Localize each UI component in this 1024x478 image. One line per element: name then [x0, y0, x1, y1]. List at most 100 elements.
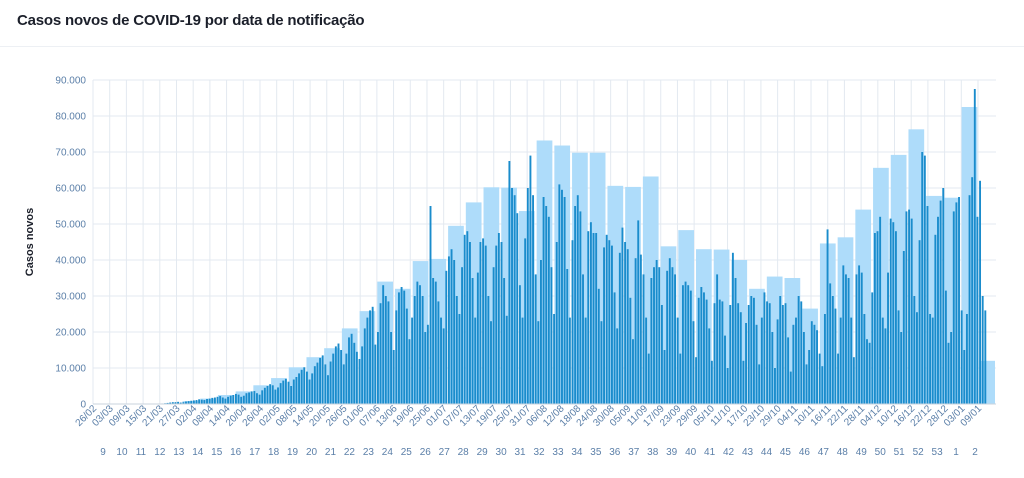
daily-bar: [800, 301, 803, 404]
daily-bar: [353, 342, 356, 404]
daily-bar: [271, 385, 274, 404]
daily-bar: [858, 265, 861, 404]
daily-bar: [963, 350, 966, 404]
daily-bar: [658, 267, 661, 404]
daily-bar: [537, 321, 540, 404]
daily-bar: [958, 197, 960, 404]
daily-bar: [555, 242, 558, 404]
daily-bar: [342, 364, 345, 404]
daily-bar: [495, 245, 498, 404]
daily-bar: [910, 218, 913, 404]
daily-bar: [429, 206, 432, 404]
daily-bar: [621, 227, 624, 404]
daily-bar: [177, 401, 180, 404]
daily-bar: [269, 384, 272, 404]
daily-bar: [545, 206, 548, 404]
daily-bar: [589, 222, 592, 404]
daily-bar: [387, 301, 390, 404]
daily-bar: [887, 272, 889, 404]
daily-bar: [261, 390, 264, 404]
x-week-label: 17: [249, 447, 261, 458]
daily-bar: [553, 314, 556, 404]
x-week-label: 27: [439, 447, 451, 458]
daily-bar: [234, 393, 237, 404]
daily-bar: [950, 332, 953, 404]
daily-bar: [839, 317, 842, 404]
daily-bar: [324, 364, 327, 404]
daily-bar: [613, 292, 616, 404]
daily-bar: [558, 184, 561, 404]
daily-bar: [745, 323, 747, 404]
daily-bar: [400, 287, 403, 404]
daily-bar: [679, 353, 682, 404]
chart-title: Casos novos de COVID-19 por data de noti…: [17, 12, 365, 29]
daily-bar: [203, 400, 206, 404]
daily-bar: [298, 373, 300, 404]
y-tick-labels: 0 10.000 20.000 30.000 40.000 50.000 60.000 70.…: [55, 76, 86, 411]
daily-bar: [937, 216, 939, 404]
daily-bar: [981, 296, 984, 404]
x-week-label: 42: [723, 447, 735, 458]
daily-bar: [724, 335, 726, 404]
daily-bar: [332, 353, 335, 404]
daily-bar: [600, 321, 603, 404]
daily-bar: [760, 317, 763, 404]
x-week-label: 1: [953, 447, 959, 458]
daily-bar: [466, 231, 469, 404]
daily-bar: [876, 231, 879, 404]
daily-bar: [866, 339, 868, 404]
x-week-label: 52: [913, 447, 925, 458]
daily-bar: [758, 364, 761, 404]
daily-bar: [666, 270, 669, 404]
daily-bar: [305, 371, 308, 404]
daily-bar: [277, 387, 279, 404]
daily-bar: [484, 245, 487, 404]
daily-bar: [392, 350, 395, 404]
daily-bar: [274, 389, 277, 404]
daily-bar: [345, 353, 348, 404]
y-tick-label: 50.000: [55, 220, 86, 231]
daily-bar: [566, 269, 569, 404]
daily-bar: [511, 188, 513, 404]
x-week-label: 13: [173, 447, 185, 458]
daily-bar: [889, 218, 892, 404]
x-week-label: 28: [458, 447, 470, 458]
daily-bar: [492, 267, 495, 404]
daily-bar: [634, 258, 637, 404]
daily-bar: [321, 355, 324, 404]
y-tick-label: 20.000: [55, 328, 86, 339]
daily-bar: [979, 180, 982, 404]
daily-bar: [384, 296, 387, 404]
y-tick-label: 0: [80, 400, 86, 411]
y-tick-label: 10.000: [55, 364, 86, 375]
daily-bar: [174, 402, 177, 404]
daily-bar: [587, 231, 590, 404]
daily-bar: [300, 369, 303, 404]
daily-bar: [442, 328, 445, 404]
x-week-label: 15: [211, 447, 223, 458]
daily-bar: [358, 359, 361, 404]
daily-bar: [697, 297, 700, 404]
x-week-label: 26: [420, 447, 432, 458]
daily-bar: [952, 211, 955, 404]
daily-bar: [371, 306, 374, 404]
daily-bar: [256, 393, 258, 404]
daily-bar: [171, 402, 174, 404]
daily-bar: [808, 350, 811, 404]
daily-bar: [348, 337, 350, 404]
daily-bar: [913, 296, 916, 404]
daily-bar: [316, 362, 319, 404]
daily-bar: [419, 285, 421, 404]
y-tick-label: 30.000: [55, 292, 86, 303]
daily-bar: [842, 265, 845, 404]
daily-bar: [650, 278, 653, 404]
daily-bar: [532, 195, 535, 404]
x-week-label: 23: [363, 447, 375, 458]
daily-bar: [508, 161, 511, 404]
daily-bar: [169, 402, 172, 404]
daily-bar: [526, 188, 529, 404]
daily-bar: [984, 310, 987, 404]
daily-bar: [653, 267, 655, 404]
daily-bar: [547, 216, 550, 404]
